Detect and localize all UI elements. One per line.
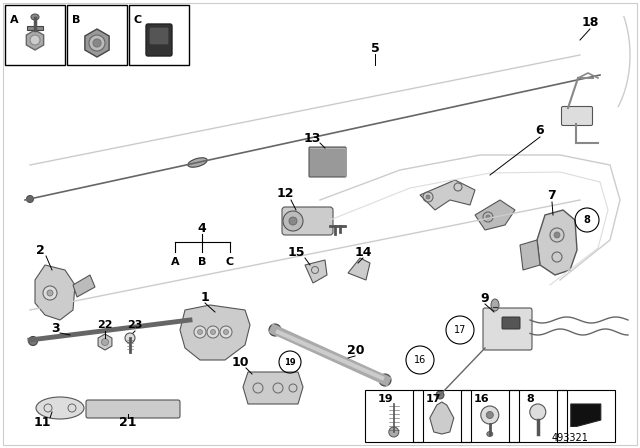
Text: 2: 2 — [36, 244, 44, 257]
Text: 12: 12 — [276, 186, 294, 199]
Ellipse shape — [31, 14, 39, 20]
Bar — [509, 390, 567, 442]
Text: 18: 18 — [581, 16, 598, 29]
Polygon shape — [243, 372, 303, 404]
Text: 23: 23 — [127, 320, 143, 330]
Ellipse shape — [36, 397, 84, 419]
Text: 14: 14 — [355, 246, 372, 258]
FancyBboxPatch shape — [561, 107, 593, 125]
Polygon shape — [98, 334, 112, 350]
Text: 16: 16 — [474, 394, 490, 404]
Polygon shape — [430, 402, 454, 434]
Ellipse shape — [486, 215, 490, 219]
Polygon shape — [180, 305, 250, 360]
Bar — [129, 5, 189, 65]
Ellipse shape — [29, 336, 38, 345]
Text: 7: 7 — [548, 189, 556, 202]
Text: 10: 10 — [231, 356, 249, 369]
Text: 8: 8 — [526, 394, 534, 404]
Ellipse shape — [486, 412, 493, 418]
Text: 3: 3 — [51, 322, 60, 335]
Ellipse shape — [554, 232, 560, 238]
FancyBboxPatch shape — [483, 308, 532, 350]
Text: 19: 19 — [378, 394, 394, 404]
Ellipse shape — [188, 158, 207, 167]
Text: 6: 6 — [536, 124, 544, 137]
Ellipse shape — [481, 406, 499, 424]
Bar — [557, 390, 615, 442]
Text: 17: 17 — [454, 325, 466, 335]
Ellipse shape — [47, 290, 53, 296]
Ellipse shape — [283, 211, 303, 231]
Ellipse shape — [30, 35, 40, 45]
Ellipse shape — [43, 286, 57, 300]
Text: 5: 5 — [371, 42, 380, 55]
Polygon shape — [520, 240, 540, 270]
Text: C: C — [134, 15, 142, 25]
Text: 19: 19 — [284, 358, 296, 366]
Ellipse shape — [379, 374, 391, 386]
Polygon shape — [35, 265, 75, 320]
Text: 15: 15 — [287, 246, 305, 258]
FancyBboxPatch shape — [309, 147, 346, 177]
Bar — [365, 390, 423, 442]
Ellipse shape — [426, 195, 430, 199]
FancyBboxPatch shape — [86, 400, 180, 418]
Bar — [27, 26, 43, 30]
Text: 1: 1 — [200, 290, 209, 303]
Polygon shape — [420, 180, 475, 210]
Bar — [5, 5, 65, 65]
Ellipse shape — [289, 217, 297, 225]
Ellipse shape — [89, 35, 105, 51]
Ellipse shape — [26, 195, 33, 202]
Text: 20: 20 — [348, 344, 365, 357]
Ellipse shape — [491, 299, 499, 311]
Text: A: A — [10, 15, 19, 25]
Text: 22: 22 — [97, 320, 113, 330]
Text: 4: 4 — [198, 221, 206, 234]
Text: C: C — [226, 257, 234, 267]
Polygon shape — [537, 210, 577, 275]
Ellipse shape — [220, 326, 232, 338]
Ellipse shape — [198, 329, 202, 335]
Polygon shape — [571, 404, 601, 428]
Polygon shape — [348, 258, 370, 280]
Ellipse shape — [269, 324, 281, 336]
Ellipse shape — [194, 326, 206, 338]
Polygon shape — [85, 29, 109, 57]
Polygon shape — [73, 275, 95, 297]
Text: 11: 11 — [33, 415, 51, 428]
Ellipse shape — [125, 333, 135, 343]
Text: B: B — [72, 15, 81, 25]
Ellipse shape — [436, 391, 444, 399]
Text: 8: 8 — [584, 215, 591, 225]
Polygon shape — [26, 30, 44, 50]
Ellipse shape — [223, 329, 228, 335]
Ellipse shape — [102, 339, 109, 345]
Ellipse shape — [487, 431, 493, 436]
Ellipse shape — [93, 39, 101, 47]
Text: B: B — [198, 257, 206, 267]
FancyBboxPatch shape — [282, 207, 333, 235]
Ellipse shape — [388, 427, 399, 437]
Ellipse shape — [207, 326, 219, 338]
Bar — [413, 390, 471, 442]
Text: 9: 9 — [481, 292, 490, 305]
Ellipse shape — [530, 404, 546, 420]
FancyBboxPatch shape — [150, 28, 168, 44]
Polygon shape — [475, 200, 515, 230]
Polygon shape — [305, 260, 327, 283]
Text: 16: 16 — [414, 355, 426, 365]
Bar — [461, 390, 519, 442]
Bar — [67, 5, 127, 65]
Text: A: A — [171, 257, 179, 267]
FancyBboxPatch shape — [146, 24, 172, 56]
Text: 13: 13 — [303, 132, 321, 145]
Text: 21: 21 — [119, 415, 137, 428]
Text: 493321: 493321 — [552, 433, 588, 443]
Text: 17: 17 — [426, 394, 442, 404]
FancyBboxPatch shape — [502, 317, 520, 329]
Ellipse shape — [211, 329, 216, 335]
